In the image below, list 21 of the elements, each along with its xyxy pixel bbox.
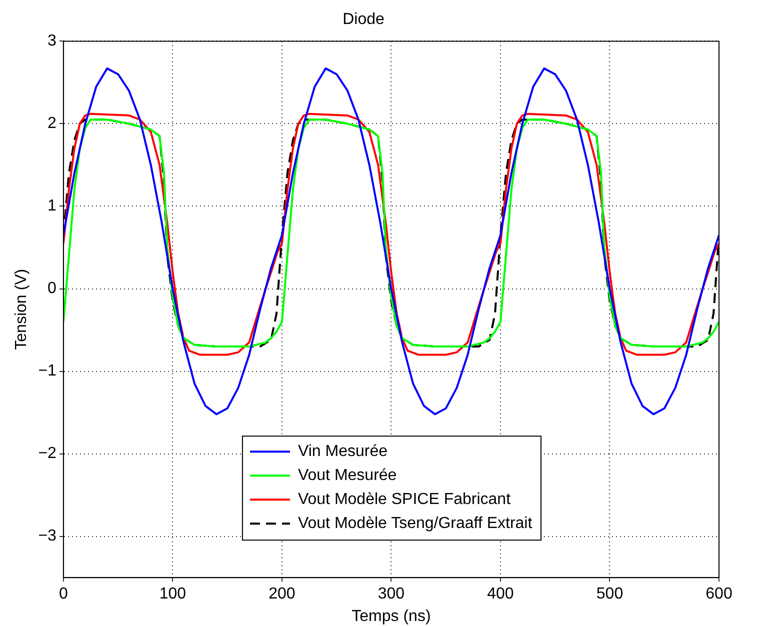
- x-tick-label: 500: [596, 586, 624, 603]
- y-tick-label: −2: [38, 445, 57, 462]
- x-tick-label: 200: [268, 586, 296, 603]
- y-tick-label: 1: [48, 198, 57, 215]
- x-tick-label: 600: [706, 586, 732, 603]
- x-axis-title: Temps (ns): [352, 608, 431, 625]
- y-axis-title: Tension (V): [13, 268, 30, 350]
- chart-title: Diode: [342, 11, 384, 28]
- y-tick-label: 0: [48, 280, 57, 298]
- x-tick-label: 400: [487, 586, 514, 603]
- y-tick-label: 2: [48, 115, 57, 132]
- y-tick-label: −1: [38, 362, 57, 380]
- legend-label: Vout Modèle Tseng/Graaff Extrait: [298, 515, 533, 532]
- legend-label: Vin Mesurée: [298, 443, 388, 460]
- legend-label: Vout Mesurée: [298, 467, 397, 484]
- legend-label: Vout Modèle SPICE Fabricant: [298, 491, 512, 508]
- y-tick-label: 3: [48, 32, 57, 50]
- x-tick-label: 100: [159, 586, 186, 603]
- y-tick-label: −3: [38, 528, 57, 545]
- x-tick-label: 0: [58, 586, 68, 603]
- x-tick-label: 300: [378, 586, 405, 603]
